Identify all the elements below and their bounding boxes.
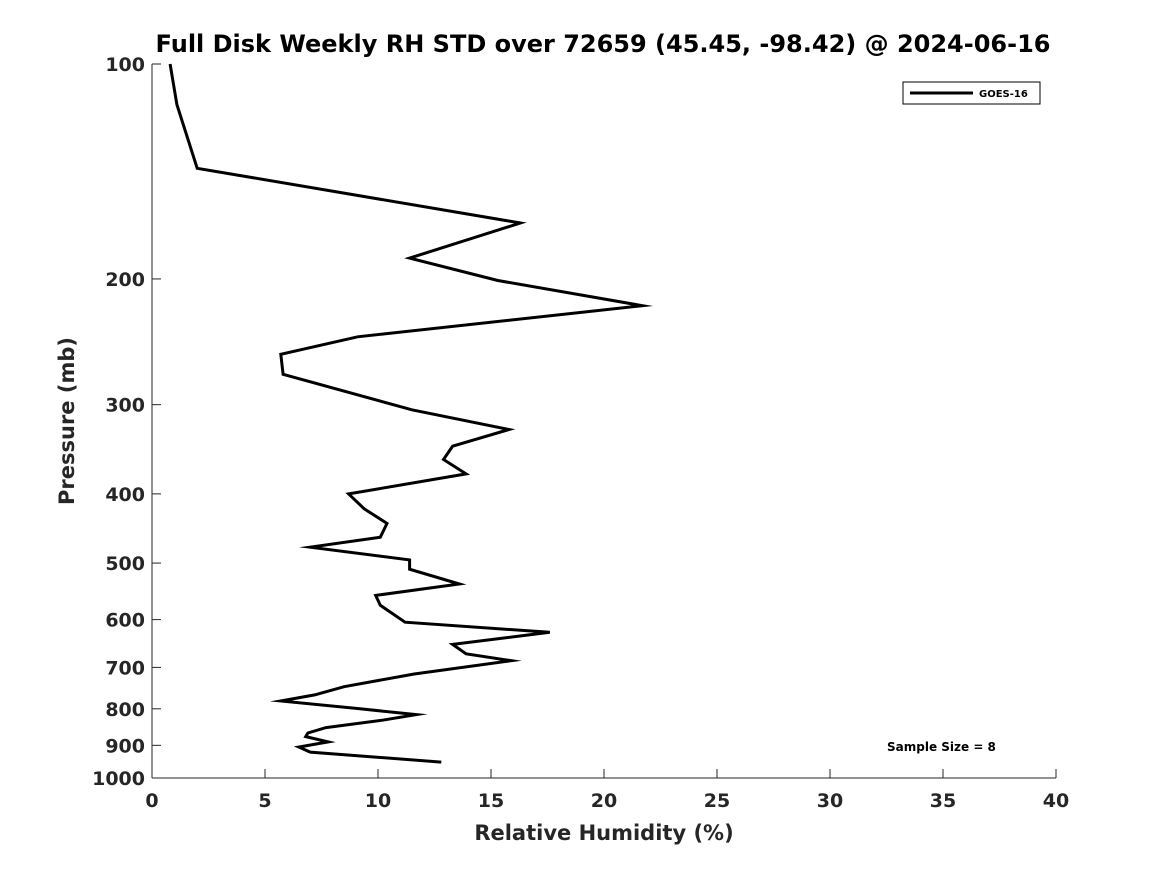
y-tick-label: 400 [105, 484, 145, 506]
sample-size-annotation: Sample Size = 8 [887, 740, 996, 754]
x-tick-label: 35 [930, 790, 956, 812]
plot-area [151, 64, 1056, 779]
y-tick-label: 500 [105, 553, 145, 575]
series-line-goes-16 [168, 63, 654, 764]
y-tick-label: 800 [105, 699, 145, 721]
x-tick-label: 10 [365, 790, 391, 812]
y-tick-label: 900 [105, 735, 145, 757]
x-tick-label: 20 [591, 790, 617, 812]
y-tick-label: 600 [105, 610, 145, 632]
chart-title: Full Disk Weekly RH STD over 72659 (45.4… [156, 30, 1051, 58]
y-axis-label: Pressure (mb) [55, 337, 79, 505]
legend: GOES-16 [902, 81, 1041, 105]
x-tick-label: 0 [145, 790, 158, 812]
x-axis-label: Relative Humidity (%) [474, 821, 733, 845]
x-tick-label: 30 [817, 790, 843, 812]
x-tick-label: 5 [258, 790, 271, 812]
y-tick-label: 1000 [92, 768, 145, 790]
y-tick-label: 200 [105, 269, 145, 291]
axis-ticks: 0 5 10 15 20 25 30 35 40 100 200 300 400 500 600 700 800… [92, 54, 1069, 812]
legend-label-goes-16: GOES-16 [979, 89, 1028, 100]
x-tick-label: 40 [1043, 790, 1069, 812]
y-tick-label: 700 [105, 657, 145, 679]
y-tick-label: 300 [105, 395, 145, 417]
x-tick-label: 25 [704, 790, 730, 812]
x-tick-label: 15 [478, 790, 504, 812]
y-tick-label: 100 [105, 54, 145, 76]
series-group [168, 63, 654, 764]
